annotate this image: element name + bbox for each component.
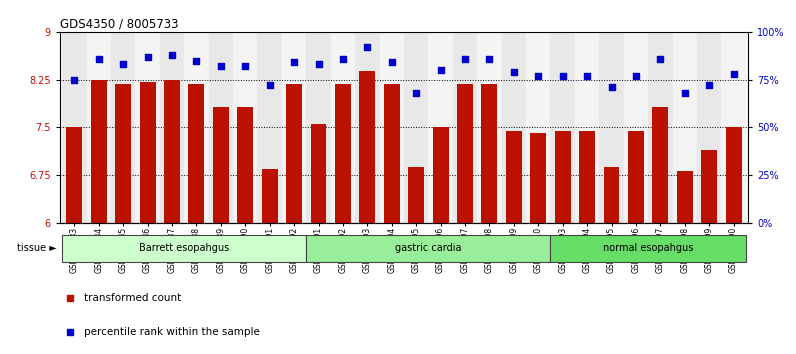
Bar — [282, 32, 306, 223]
Bar — [91, 80, 107, 223]
Text: gastric cardia: gastric cardia — [395, 243, 462, 253]
Point — [678, 90, 691, 96]
Point — [263, 82, 276, 88]
Point — [190, 58, 203, 63]
Bar — [648, 32, 673, 223]
Point — [508, 69, 521, 75]
Bar — [355, 32, 380, 223]
Bar — [506, 131, 522, 223]
Point — [703, 82, 716, 88]
Point — [556, 73, 569, 79]
Bar — [697, 32, 721, 223]
Point — [64, 295, 76, 301]
Bar — [530, 132, 546, 223]
Point — [166, 52, 178, 58]
Bar — [482, 84, 498, 223]
Bar — [139, 81, 155, 223]
Bar — [721, 32, 746, 223]
Bar — [551, 32, 575, 223]
Bar — [360, 72, 375, 223]
Bar — [408, 167, 424, 223]
Point — [728, 71, 740, 77]
Bar — [135, 32, 160, 223]
Bar — [262, 169, 278, 223]
Bar — [526, 32, 551, 223]
Point — [214, 63, 227, 69]
Bar — [555, 131, 571, 223]
Bar — [87, 32, 111, 223]
Bar — [551, 235, 746, 262]
Bar — [306, 235, 551, 262]
Bar — [603, 167, 619, 223]
Bar — [233, 32, 257, 223]
Bar — [286, 84, 302, 223]
Bar — [653, 107, 669, 223]
Point — [337, 56, 349, 62]
Point — [64, 329, 76, 335]
Bar — [384, 84, 400, 223]
Bar — [62, 235, 306, 262]
Bar — [478, 32, 501, 223]
Point — [605, 85, 618, 90]
Point — [654, 56, 667, 62]
Text: transformed count: transformed count — [84, 293, 181, 303]
Text: Barrett esopahgus: Barrett esopahgus — [139, 243, 229, 253]
Text: percentile rank within the sample: percentile rank within the sample — [84, 327, 259, 337]
Bar — [310, 124, 326, 223]
Point — [581, 73, 594, 79]
Text: GDS4350 / 8005733: GDS4350 / 8005733 — [60, 18, 178, 31]
Bar — [677, 171, 693, 223]
Bar — [457, 84, 473, 223]
Point — [385, 59, 398, 65]
Point — [287, 59, 300, 65]
Bar — [66, 127, 82, 223]
Bar — [726, 127, 742, 223]
Bar — [209, 32, 233, 223]
Bar — [213, 107, 228, 223]
Point — [630, 73, 642, 79]
Point — [239, 63, 252, 69]
Bar — [673, 32, 697, 223]
Bar — [62, 32, 87, 223]
Point — [483, 56, 496, 62]
Bar — [184, 32, 209, 223]
Text: normal esopahgus: normal esopahgus — [603, 243, 693, 253]
Bar — [189, 84, 205, 223]
Point — [435, 67, 447, 73]
Bar — [306, 32, 330, 223]
Bar — [579, 131, 595, 223]
Bar — [257, 32, 282, 223]
Bar — [335, 84, 351, 223]
Bar — [428, 32, 453, 223]
Bar — [453, 32, 478, 223]
Bar — [599, 32, 624, 223]
Bar — [330, 32, 355, 223]
Point — [532, 73, 544, 79]
Point — [141, 54, 154, 59]
Bar — [501, 32, 526, 223]
Bar — [404, 32, 428, 223]
Point — [312, 62, 325, 67]
Bar — [628, 131, 644, 223]
Bar — [111, 32, 135, 223]
Point — [410, 90, 423, 96]
Point — [458, 56, 471, 62]
Bar — [575, 32, 599, 223]
Bar — [164, 80, 180, 223]
Text: tissue ►: tissue ► — [17, 243, 57, 253]
Bar — [701, 150, 717, 223]
Point — [68, 77, 80, 82]
Point — [117, 62, 130, 67]
Point — [361, 44, 373, 50]
Point — [92, 56, 105, 62]
Bar — [160, 32, 184, 223]
Bar — [115, 84, 131, 223]
Bar — [237, 107, 253, 223]
Bar — [433, 127, 448, 223]
Bar — [624, 32, 648, 223]
Bar — [380, 32, 404, 223]
